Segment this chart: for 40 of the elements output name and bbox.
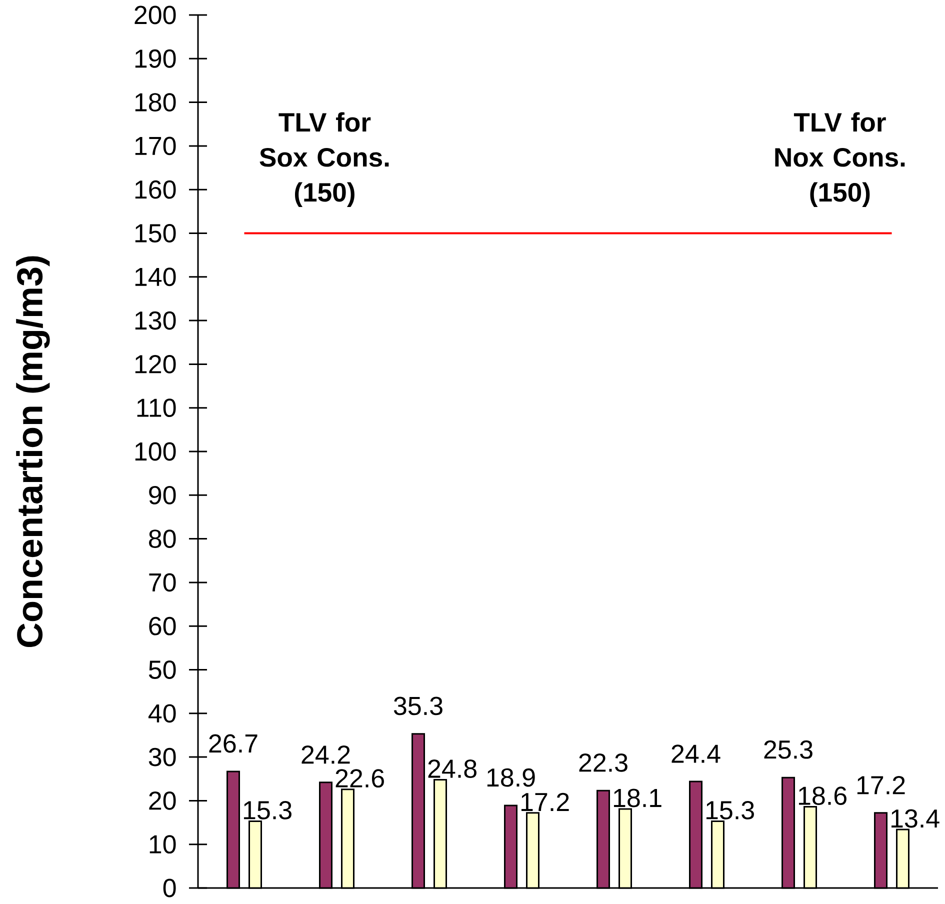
y-tick-label: 50 (148, 660, 176, 679)
y-tick-label: 200 (134, 6, 176, 24)
y-tick-label: 80 (149, 530, 176, 548)
data-label: 22.3 (579, 754, 628, 772)
annotation: TLV for Sox Cons. (150) (260, 112, 389, 208)
data-label: 25.3 (764, 740, 812, 759)
y-tick-label: 90 (149, 486, 176, 504)
y-tick-label: 190 (135, 49, 176, 68)
y-tick-label: 120 (135, 354, 176, 374)
y-tick-label: 110 (137, 398, 176, 418)
data-label: 18.1 (614, 788, 662, 808)
data-label: 26.7 (209, 734, 258, 753)
y-axis-title: Concentartion (mg/m3) (16, 256, 50, 648)
y-tick-label: 30 (148, 748, 176, 766)
data-label: 35.3 (394, 696, 442, 716)
y-tick-label: 70 (149, 573, 176, 592)
annotation: TLV for Nox Cons. (150) (775, 112, 905, 208)
y-tick-label: 170 (135, 136, 176, 156)
y-tick-label: 10 (150, 835, 176, 854)
data-label: 24.2 (302, 745, 350, 764)
y-tick-label: 140 (135, 268, 176, 286)
data-label: 15.3 (706, 801, 754, 820)
data-label: 18.9 (487, 768, 535, 787)
y-tick-label: 150 (135, 224, 176, 242)
y-tick-label: 60 (149, 616, 176, 636)
data-label: 24.8 (428, 760, 476, 778)
y-tick-label: 40 (148, 704, 176, 723)
data-label: 17.2 (521, 792, 569, 811)
y-tick-label: 180 (135, 93, 176, 112)
y-tick-label: 100 (135, 442, 176, 461)
data-label: 13.4 (891, 809, 940, 828)
data-label: 22.6 (336, 769, 384, 788)
data-label: 17.2 (857, 776, 905, 794)
y-tick-label: 0 (163, 878, 176, 898)
y-tick-label: 160 (135, 180, 176, 199)
data-label: 24.4 (672, 744, 720, 763)
y-tick-label: 130 (135, 311, 176, 330)
data-label: 15.3 (244, 801, 292, 820)
y-tick-label: 20 (149, 791, 176, 810)
data-label: 18.6 (798, 786, 846, 806)
